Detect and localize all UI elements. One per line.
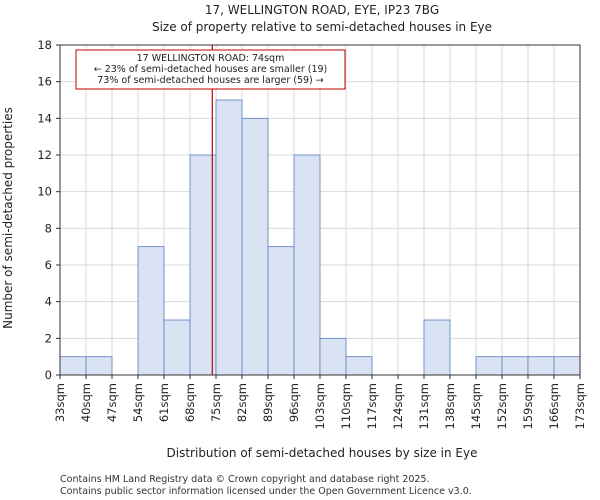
chart-title-line1: 17, WELLINGTON ROAD, EYE, IP23 7BG [205, 3, 439, 17]
x-tick-label: 54sqm [131, 383, 145, 422]
y-tick-label: 18 [37, 38, 52, 52]
x-tick-label: 124sqm [391, 383, 405, 429]
tick-layer: 0 2 4 6 8 10 12 14 16 18 33sqm 40sqm 47sqm 54sqm 61sqm… [37, 38, 587, 429]
x-tick-label: 110sqm [339, 383, 353, 429]
bar [59, 356, 87, 376]
bar [163, 319, 191, 376]
y-tick-label: 6 [45, 258, 52, 272]
x-tick-label: 152sqm [495, 383, 509, 429]
y-tick-label: 12 [37, 148, 52, 162]
x-tick-label: 117sqm [365, 383, 379, 429]
annotation-line3: 73% of semi-detached houses are larger (… [97, 75, 324, 86]
bar [423, 319, 451, 376]
x-axis-label: Distribution of semi-detached houses by … [167, 446, 478, 460]
x-tick-label: 68sqm [183, 383, 197, 422]
bar [475, 356, 503, 376]
x-tick-label: 40sqm [79, 383, 93, 422]
y-tick-label: 2 [45, 331, 52, 345]
x-tick-label: 159sqm [521, 383, 535, 429]
bar [189, 154, 217, 376]
bar [501, 356, 529, 376]
y-tick-label: 4 [45, 295, 52, 309]
bar [241, 117, 269, 376]
x-tick-label: 138sqm [443, 383, 457, 429]
x-tick-label: 47sqm [105, 383, 119, 422]
annotation-box [75, 49, 346, 90]
x-tick-label: 173sqm [573, 383, 587, 429]
annotation-line1: 17 WELLINGTON ROAD: 74sqm [137, 53, 285, 64]
x-tick-label: 89sqm [261, 383, 275, 422]
bar [293, 154, 321, 376]
y-tick-label: 10 [37, 185, 52, 199]
annotation-line2: ← 23% of semi-detached houses are smalle… [94, 64, 328, 75]
y-tick-label: 0 [45, 368, 52, 382]
bar-layer [59, 99, 581, 376]
x-tick-label: 61sqm [157, 383, 171, 422]
x-tick-label: 75sqm [209, 383, 223, 422]
bar [345, 356, 373, 376]
y-axis-label: Number of semi-detached properties [1, 107, 15, 329]
bar [137, 246, 165, 376]
bar [267, 246, 295, 376]
bar [85, 356, 113, 376]
x-tick-label: 166sqm [547, 383, 561, 429]
x-tick-label: 82sqm [235, 383, 249, 422]
footer-line1: Contains HM Land Registry data © Crown c… [60, 474, 430, 485]
bar [319, 337, 347, 376]
y-tick-label: 16 [37, 75, 52, 89]
y-tick-label: 8 [45, 221, 52, 235]
bar [215, 99, 243, 376]
x-tick-label: 33sqm [53, 383, 67, 422]
x-tick-label: 96sqm [287, 383, 301, 422]
y-tick-label: 14 [37, 111, 52, 125]
x-tick-label: 103sqm [313, 383, 327, 429]
chart-title-line2: Size of property relative to semi-detach… [152, 20, 492, 34]
bar [553, 356, 581, 376]
bar [527, 356, 555, 376]
x-tick-label: 145sqm [469, 383, 483, 429]
x-tick-label: 131sqm [417, 383, 431, 429]
footer-line2: Contains public sector information licen… [60, 486, 472, 497]
